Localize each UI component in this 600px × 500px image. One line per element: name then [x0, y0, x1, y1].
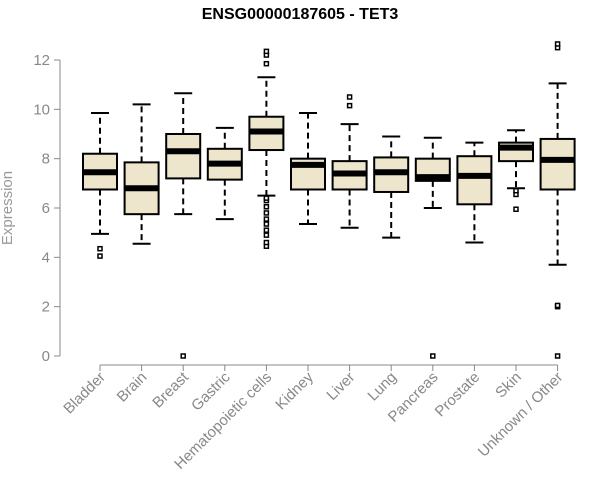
outlier-point [430, 353, 436, 359]
outlier-point [554, 41, 561, 47]
outlier-point [554, 353, 561, 359]
outlier-point [263, 216, 270, 222]
outlier-point [513, 206, 519, 212]
y-axis-title: Expression [0, 171, 16, 245]
outlier-point [97, 245, 103, 252]
outlier-point [263, 232, 270, 238]
y-tick-label: 0 [42, 348, 50, 365]
chart-title: ENSG00000187605 - TET3 [201, 6, 399, 23]
x-tick-label: Skin [492, 369, 525, 402]
y-tick-label: 12 [33, 52, 50, 69]
box [456, 155, 493, 206]
outlier-point [263, 48, 270, 55]
x-tick-label: Liver [323, 369, 358, 404]
outlier-point [346, 102, 353, 109]
box [165, 133, 202, 180]
y-tick-label: 2 [42, 299, 50, 316]
outlier-point [554, 302, 561, 309]
outlier-point [180, 353, 186, 359]
x-tick-label: Breast [149, 368, 192, 411]
y-tick-label: 10 [33, 101, 50, 118]
x-tick-label: Kidney [272, 368, 317, 413]
outlier-point [263, 239, 270, 246]
outlier-point [263, 210, 270, 216]
y-tick-label: 4 [42, 249, 50, 266]
box [539, 137, 576, 191]
x-tick-label: Brain [114, 369, 151, 406]
y-tick-label: 8 [42, 151, 50, 168]
x-tick-label: Bladder [60, 369, 109, 418]
outlier-point [513, 187, 519, 194]
outlier-point [263, 221, 270, 227]
outlier-point [263, 227, 270, 233]
outlier-point [97, 253, 103, 259]
outlier-point [346, 94, 353, 100]
y-tick-label: 6 [42, 200, 50, 217]
x-tick-label: Lung [364, 369, 400, 405]
outlier-point [263, 204, 270, 210]
x-tick-label: Prostate [432, 369, 484, 421]
outlier-point [263, 195, 270, 201]
outlier-point [263, 60, 270, 67]
